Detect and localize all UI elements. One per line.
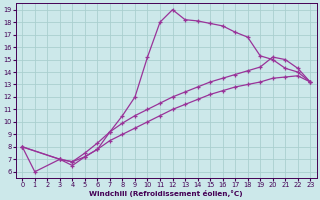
X-axis label: Windchill (Refroidissement éolien,°C): Windchill (Refroidissement éolien,°C) [90,190,243,197]
